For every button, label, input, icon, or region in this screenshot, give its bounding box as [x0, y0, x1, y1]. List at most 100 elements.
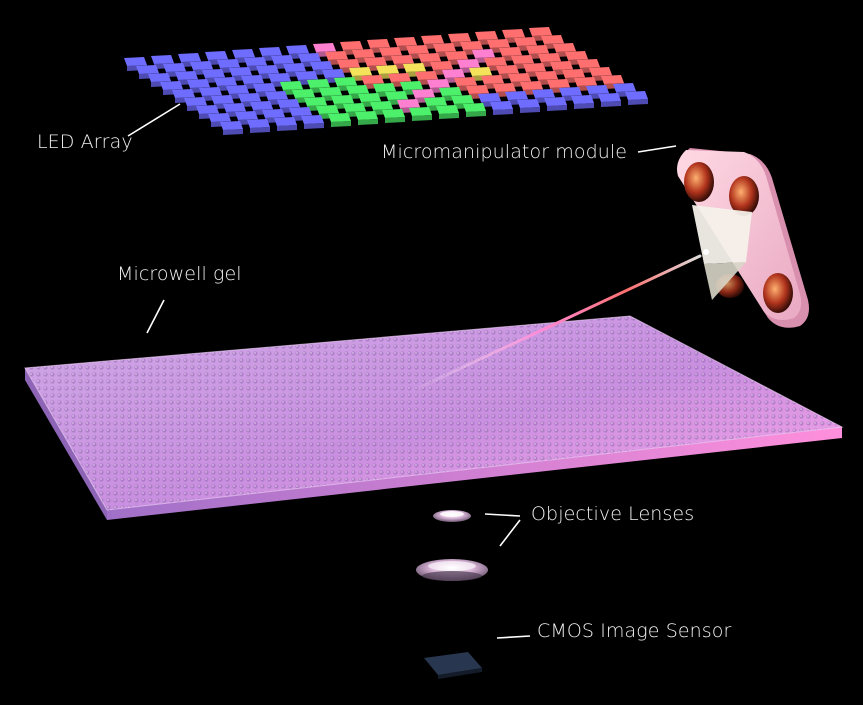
- led-side: [601, 101, 621, 107]
- led: [376, 65, 399, 74]
- led: [463, 103, 486, 112]
- led: [415, 71, 438, 80]
- led: [409, 107, 432, 116]
- objective-lens-leader-2: [499, 519, 521, 547]
- led-side: [547, 105, 567, 111]
- led: [418, 53, 441, 62]
- led: [199, 87, 222, 96]
- led: [229, 67, 252, 76]
- led-side: [385, 117, 405, 123]
- led: [295, 71, 318, 80]
- led: [316, 105, 339, 114]
- led: [448, 33, 471, 42]
- led: [214, 77, 237, 86]
- led: [469, 67, 492, 76]
- led: [379, 47, 402, 56]
- cmos-sensor-label: CMOS Image Sensor: [537, 620, 732, 642]
- led: [310, 61, 333, 70]
- led: [370, 101, 393, 110]
- led: [508, 73, 531, 82]
- led: [277, 99, 300, 108]
- led: [490, 101, 513, 110]
- led: [397, 99, 420, 108]
- led-side: [439, 113, 459, 119]
- led: [256, 65, 279, 74]
- led: [343, 103, 366, 112]
- led: [496, 65, 519, 74]
- led: [499, 47, 522, 56]
- led: [388, 73, 411, 82]
- led-side: [574, 103, 594, 109]
- led-array-leader: [127, 103, 181, 137]
- led: [136, 65, 159, 74]
- led: [589, 67, 612, 76]
- led: [517, 99, 540, 108]
- led: [466, 85, 489, 94]
- led-side: [250, 127, 270, 133]
- led-side: [277, 125, 297, 131]
- led: [175, 71, 198, 80]
- led: [325, 51, 348, 60]
- led: [511, 55, 534, 64]
- led: [433, 43, 456, 52]
- led: [208, 113, 231, 122]
- led: [487, 39, 510, 48]
- led: [298, 53, 321, 62]
- led: [253, 83, 276, 92]
- led: [328, 113, 351, 122]
- objective-lenses-graphic: [416, 510, 488, 581]
- led: [238, 93, 261, 102]
- micromanipulator-label: Micromanipulator module: [381, 141, 628, 163]
- led: [367, 39, 390, 48]
- led: [502, 29, 525, 38]
- led: [571, 95, 594, 104]
- led-side: [223, 129, 243, 135]
- led: [544, 97, 567, 106]
- led: [385, 91, 408, 100]
- micropipette-needle: [408, 254, 702, 394]
- led: [535, 71, 558, 80]
- led: [454, 77, 477, 86]
- led: [439, 87, 462, 96]
- led: [244, 57, 267, 66]
- led: [478, 93, 501, 102]
- led: [196, 105, 219, 114]
- led: [313, 43, 336, 52]
- led: [307, 79, 330, 88]
- led: [361, 75, 384, 84]
- led: [373, 83, 396, 92]
- led: [184, 97, 207, 106]
- led: [319, 87, 342, 96]
- led: [271, 55, 294, 64]
- led: [355, 111, 378, 120]
- led: [358, 93, 381, 102]
- led: [211, 95, 234, 104]
- led: [331, 95, 354, 104]
- led: [352, 49, 375, 58]
- led: [400, 81, 423, 90]
- led: [430, 61, 453, 70]
- led: [625, 91, 648, 100]
- led: [259, 47, 282, 56]
- led: [586, 85, 609, 94]
- led: [280, 81, 303, 90]
- led: [289, 107, 312, 116]
- led: [124, 57, 147, 66]
- led: [391, 55, 414, 64]
- led: [574, 77, 597, 86]
- led: [541, 35, 564, 44]
- led: [292, 89, 315, 98]
- led: [337, 59, 360, 68]
- leader-lines: [127, 103, 677, 639]
- led: [220, 121, 243, 130]
- led: [262, 109, 285, 118]
- led: [532, 89, 555, 98]
- led: [241, 75, 264, 84]
- led: [445, 51, 468, 60]
- led: [349, 67, 372, 76]
- led: [301, 115, 324, 124]
- led: [457, 59, 480, 68]
- objective-lens-leader-1: [484, 513, 521, 517]
- led: [421, 35, 444, 44]
